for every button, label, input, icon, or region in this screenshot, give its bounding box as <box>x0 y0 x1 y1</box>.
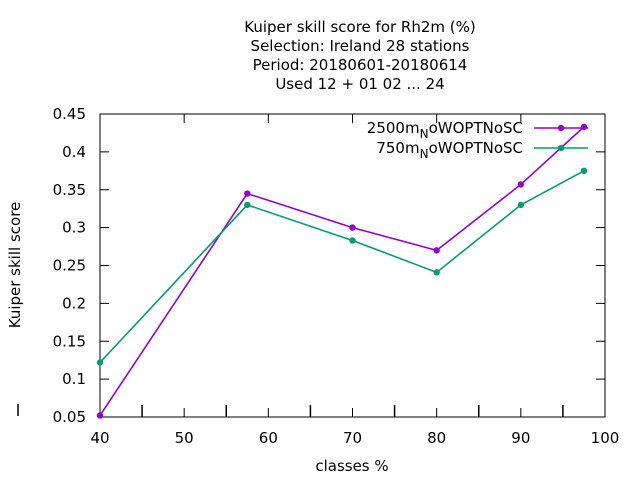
x-tick-label: 40 <box>90 429 109 447</box>
legend-swatch-marker-0 <box>557 124 565 132</box>
data-point <box>517 201 525 209</box>
y-tick-label: 0.3 <box>62 219 86 237</box>
data-point <box>96 359 104 366</box>
x-tick-label: 90 <box>511 429 530 447</box>
y-tick-label: 0.05 <box>53 408 86 426</box>
chart-title-line-2: Selection: Ireland 28 stations <box>251 37 470 55</box>
y-tick-label: 0.2 <box>62 294 86 312</box>
y-tick-label: 0.4 <box>62 143 86 161</box>
data-point <box>433 247 440 254</box>
chart-title-line-1: Kuiper skill score for Rh2m (%) <box>244 18 476 36</box>
data-point <box>517 181 525 188</box>
series-line-0 <box>99 126 585 416</box>
legend-label-0: 2500mNoWOPTNoSC <box>367 119 523 141</box>
x-tick-label: 60 <box>259 429 278 447</box>
x-axis-label: classes % <box>315 457 388 475</box>
x-axis-ticks: 40 50 60 70 80 90 100 <box>90 114 619 447</box>
x-tick-label: 100 <box>591 429 620 447</box>
data-point <box>580 123 588 131</box>
plot-frame <box>99 113 606 418</box>
data-point <box>96 412 104 419</box>
data-point <box>349 224 356 231</box>
y-tick-label: 0.35 <box>53 181 86 199</box>
x-tick-label: 50 <box>175 429 194 447</box>
chart-title-line-3: Period: 20180601-20180614 <box>253 56 468 74</box>
y-axis-ticks: 0.05 0.1 0.15 0.2 0.25 0.3 0.35 0.4 0.45 <box>53 105 605 426</box>
data-point <box>433 269 440 276</box>
legend-swatch-marker-1 <box>557 144 565 152</box>
data-point <box>349 237 356 244</box>
y-tick-label: 0.1 <box>62 370 86 388</box>
y-tick-label: 0.45 <box>53 105 86 123</box>
legend-label-1: 750mNoWOPTNoSC <box>376 139 523 161</box>
y-axis-label: Kuiper skill score <box>6 202 24 329</box>
x-tick-label: 80 <box>427 429 446 447</box>
data-point <box>244 201 251 209</box>
series-layer <box>96 123 588 419</box>
data-point <box>244 190 251 197</box>
y-tick-label: 0.15 <box>53 332 86 350</box>
data-point <box>580 167 588 175</box>
chart-title-line-4: Used 12 + 01 02 ... 24 <box>275 75 444 93</box>
x-tick-label: 70 <box>343 429 362 447</box>
y-tick-label: 0.25 <box>53 257 86 275</box>
series-line-1 <box>99 170 585 364</box>
